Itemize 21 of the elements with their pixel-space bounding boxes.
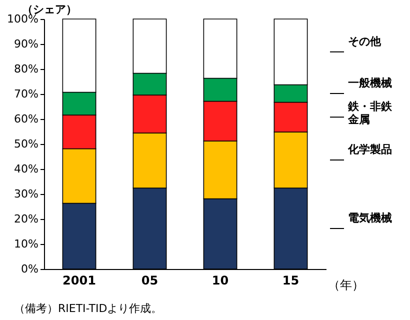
y-tick-label: 0% [21, 262, 38, 276]
text: その他 [348, 34, 382, 48]
x-tick-label: 05 [141, 274, 158, 288]
x-axis-title: （年） [328, 278, 364, 292]
legend-label: 鉄・非鉄金属 [347, 100, 393, 126]
text: 一般機械 [348, 76, 392, 90]
text: 化学製品 [347, 143, 392, 156]
y-tick-label: 30% [14, 188, 38, 200]
x-tick-label: 2001 [62, 274, 96, 288]
x-tick-label: 10 [212, 274, 229, 288]
y-tick-label: 10% [14, 238, 38, 250]
y-tick-label: 60% [14, 112, 38, 126]
text: 電気機械 [348, 212, 392, 224]
text: （備考）RIETI-TIDより作成。 [14, 302, 162, 315]
x-tick-label: 15 [282, 274, 300, 288]
y-tick-label: 70% [14, 88, 38, 100]
y-tick-label: 20% [14, 212, 38, 226]
y-tick-label: 50% [14, 138, 38, 150]
y-tick-label: 90% [14, 38, 38, 50]
y-tick-label: 40% [14, 162, 38, 176]
y-tick-label: 80% [14, 62, 38, 76]
